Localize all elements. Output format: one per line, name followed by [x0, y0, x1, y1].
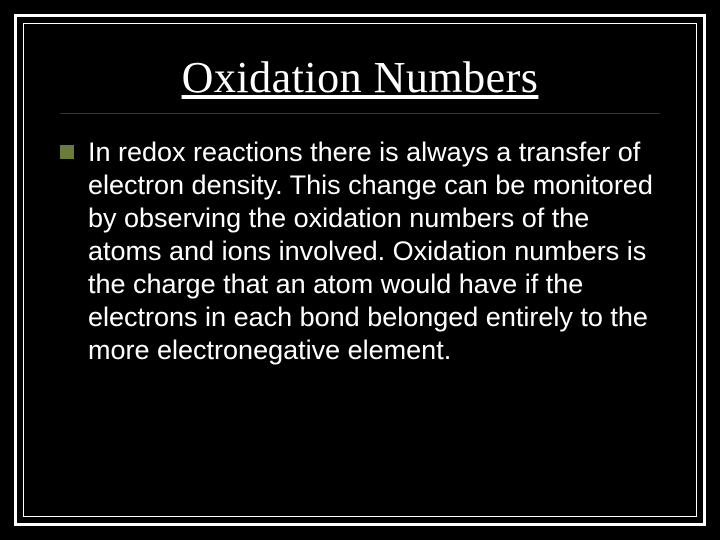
slide-content: Oxidation Numbers In redox reactions the… [24, 24, 696, 516]
square-bullet-icon [60, 145, 74, 159]
inner-frame: Oxidation Numbers In redox reactions the… [23, 23, 697, 517]
body-row: In redox reactions there is always a tra… [60, 136, 660, 367]
outer-frame: Oxidation Numbers In redox reactions the… [14, 14, 706, 526]
slide-title: Oxidation Numbers [60, 52, 660, 114]
body-text: In redox reactions there is always a tra… [88, 136, 660, 367]
